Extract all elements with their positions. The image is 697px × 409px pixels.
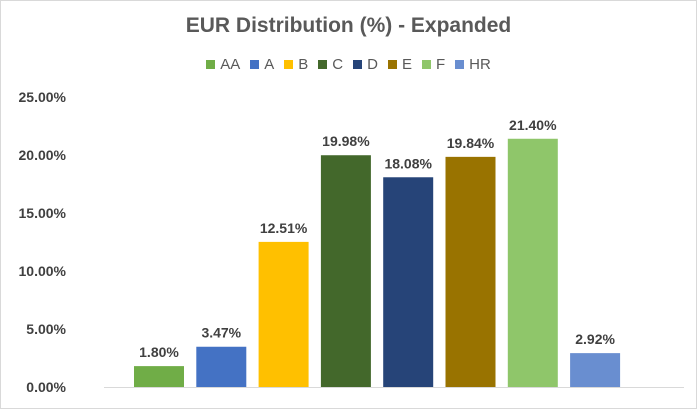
data-label-c: 19.98% xyxy=(322,133,370,149)
y-tick-label: 15.00% xyxy=(19,205,67,221)
legend-item-a: A xyxy=(250,56,274,73)
y-tick-label: 25.00% xyxy=(19,89,67,105)
legend-swatch xyxy=(284,60,294,69)
legend-label: A xyxy=(264,56,275,73)
legend-item-b: B xyxy=(284,56,308,73)
chart-legend: AA A B C D E F HR xyxy=(0,56,697,73)
legend-swatch xyxy=(250,60,260,69)
legend-label: F xyxy=(435,56,446,73)
legend-label: HR xyxy=(469,56,491,73)
data-label-aa: 1.80% xyxy=(139,344,179,360)
bar-e xyxy=(445,156,496,387)
legend-label: B xyxy=(298,56,309,73)
legend-item-c: C xyxy=(318,56,343,73)
legend-label: D xyxy=(367,56,378,73)
bar-c xyxy=(320,155,371,387)
legend-item-f: F xyxy=(421,56,446,73)
bar-d xyxy=(383,177,434,387)
legend-swatch xyxy=(206,60,216,69)
legend-swatch xyxy=(353,60,363,69)
legend-item-hr: HR xyxy=(455,56,491,73)
legend-label: E xyxy=(401,56,412,73)
y-tick-label: 10.00% xyxy=(19,263,67,279)
chart-title: EUR Distribution (%) - Expanded xyxy=(185,14,512,37)
legend-item-e: E xyxy=(387,56,412,73)
data-label-a: 3.47% xyxy=(201,325,241,341)
bar-aa xyxy=(134,366,184,387)
data-label-b: 12.51% xyxy=(260,220,308,236)
data-label-f: 21.40% xyxy=(509,117,557,133)
bar-a xyxy=(196,346,247,387)
legend-label: C xyxy=(332,56,344,73)
data-label-d: 18.08% xyxy=(384,155,432,171)
bar-hr xyxy=(570,353,621,387)
legend-swatch xyxy=(421,60,431,69)
legend-label: AA xyxy=(220,56,241,73)
legend-item-d: D xyxy=(353,56,378,73)
bar-b xyxy=(258,241,309,387)
y-tick-label: 0.00% xyxy=(26,379,66,395)
legend-swatch xyxy=(318,60,328,69)
legend-swatch xyxy=(387,60,397,69)
bar-f xyxy=(507,138,558,387)
y-tick-label: 20.00% xyxy=(19,147,67,163)
legend-item-aa: AA xyxy=(206,56,240,73)
data-label-hr: 2.92% xyxy=(575,331,615,347)
data-label-e: 19.84% xyxy=(447,135,495,151)
y-tick-label: 5.00% xyxy=(26,321,66,337)
legend-swatch xyxy=(455,60,465,69)
